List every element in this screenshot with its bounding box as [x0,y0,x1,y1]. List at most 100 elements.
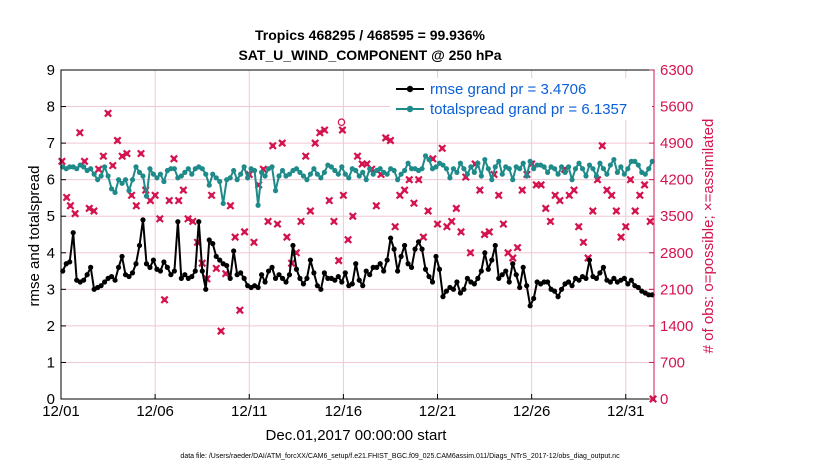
obs-marker-core [604,187,610,193]
series-point-totalspread [367,166,373,172]
obs-assimilated-point [372,201,381,210]
obs-marker-core [181,187,186,193]
obs-marker-core [552,193,558,198]
obs-marker-core [105,111,111,116]
series-point-totalspread [185,166,191,172]
obs-marker-core [477,187,483,193]
obs-marker-core [609,193,614,198]
series-point-totalspread [527,158,533,164]
obs-assimilated-point [315,128,324,137]
obs-marker-core [237,308,243,313]
series-point-rmse [517,284,523,291]
series-point-totalspread [395,177,401,183]
series-point-rmse [203,286,209,292]
series-point-rmse [405,261,411,267]
y-left-tick-label: 9 [47,62,55,79]
series-point-totalspread [189,171,195,177]
series-point-rmse [558,286,565,292]
series-point-rmse [433,253,439,260]
series-point-totalspread [510,177,516,183]
series-point-rmse [143,261,150,267]
series-point-totalspread [95,177,101,183]
series-point-rmse [272,275,279,281]
obs-marker-core [360,161,365,167]
series-point-totalspread [88,166,94,172]
series-point-rmse [67,259,73,265]
series-point-totalspread [353,167,359,174]
series-point-totalspread [632,158,638,164]
series-point-rmse [339,279,345,285]
obs-marker-core [214,266,219,271]
series-point-rmse [398,253,404,260]
series-point-totalspread [150,171,157,177]
obs-assimilated-point [89,207,98,215]
obs-marker-core [444,224,450,229]
legend: rmse grand pr = 3.4706 totalspread grand… [390,78,652,120]
series-point-totalspread [234,177,240,183]
y-left-tick-label: 1 [47,354,55,371]
series-point-totalspread [642,171,648,177]
series-point-rmse [412,246,418,252]
x-tick-label: 12/21 [419,403,457,420]
series-point-totalspread [625,166,631,172]
obs-assimilated-point [240,227,249,236]
legend-rmse-marker [406,85,414,93]
series-point-rmse [115,264,122,270]
obs-assimilated-point [151,191,160,200]
obs-marker-core [190,219,195,224]
obs-marker-core [496,193,501,198]
x-tick-label: 12/31 [607,403,645,420]
series-point-rmse [112,277,118,283]
series-point-totalspread [607,162,613,168]
obs-marker-core [275,221,280,227]
series-point-rmse [265,268,272,274]
series-point-rmse [206,237,212,243]
series-point-totalspread [443,166,450,172]
series-point-rmse [600,264,607,270]
series-point-rmse [318,286,324,292]
obs-assimilated-point [174,196,183,205]
obs-marker-core [312,140,318,146]
obs-assimilated-point [301,152,310,161]
series-point-totalspread [370,171,376,177]
obs-marker-core [82,159,87,164]
obs-marker-core [449,219,454,224]
obs-assimilated-point [612,207,621,215]
series-point-totalspread [182,169,188,175]
series-point-rmse [586,257,593,263]
series-point-rmse [157,268,164,274]
legend-box [390,78,652,120]
obs-assimilated-point [155,214,164,223]
series-point-totalspread [227,175,233,181]
series-point-rmse [129,270,136,276]
series-point-rmse [314,283,320,289]
series-point-totalspread [199,166,205,172]
series-point-rmse [175,219,181,225]
series-point-totalspread [342,171,348,177]
obs-marker-core [176,198,181,203]
series-point-totalspread [136,169,143,175]
obs-marker-core [374,203,379,208]
obs-marker-core [345,237,351,242]
series-point-rmse [419,246,425,252]
obs-marker-core [303,153,308,159]
series-point-totalspread [332,167,338,174]
series-point-totalspread [220,200,226,207]
series-point-rmse [496,275,502,281]
series-point-totalspread [545,169,551,175]
obs-marker-core [167,198,172,203]
obs-assimilated-point [297,217,306,226]
obs-marker-core [355,153,360,159]
obs-marker-core [557,198,563,203]
series-point-totalspread [517,166,523,172]
y-axis-left-label: rmse and totalspread [26,166,43,307]
obs-marker-core [350,214,355,219]
obs-assimilated-point [268,141,277,150]
obs-marker-core [458,229,464,235]
series-point-rmse [597,270,603,276]
series-point-totalspread [231,167,237,174]
x-tick-label: 12/26 [513,403,551,420]
series-point-totalspread [297,169,303,175]
series-point-rmse [196,219,202,225]
obs-assimilated-point [457,227,466,236]
